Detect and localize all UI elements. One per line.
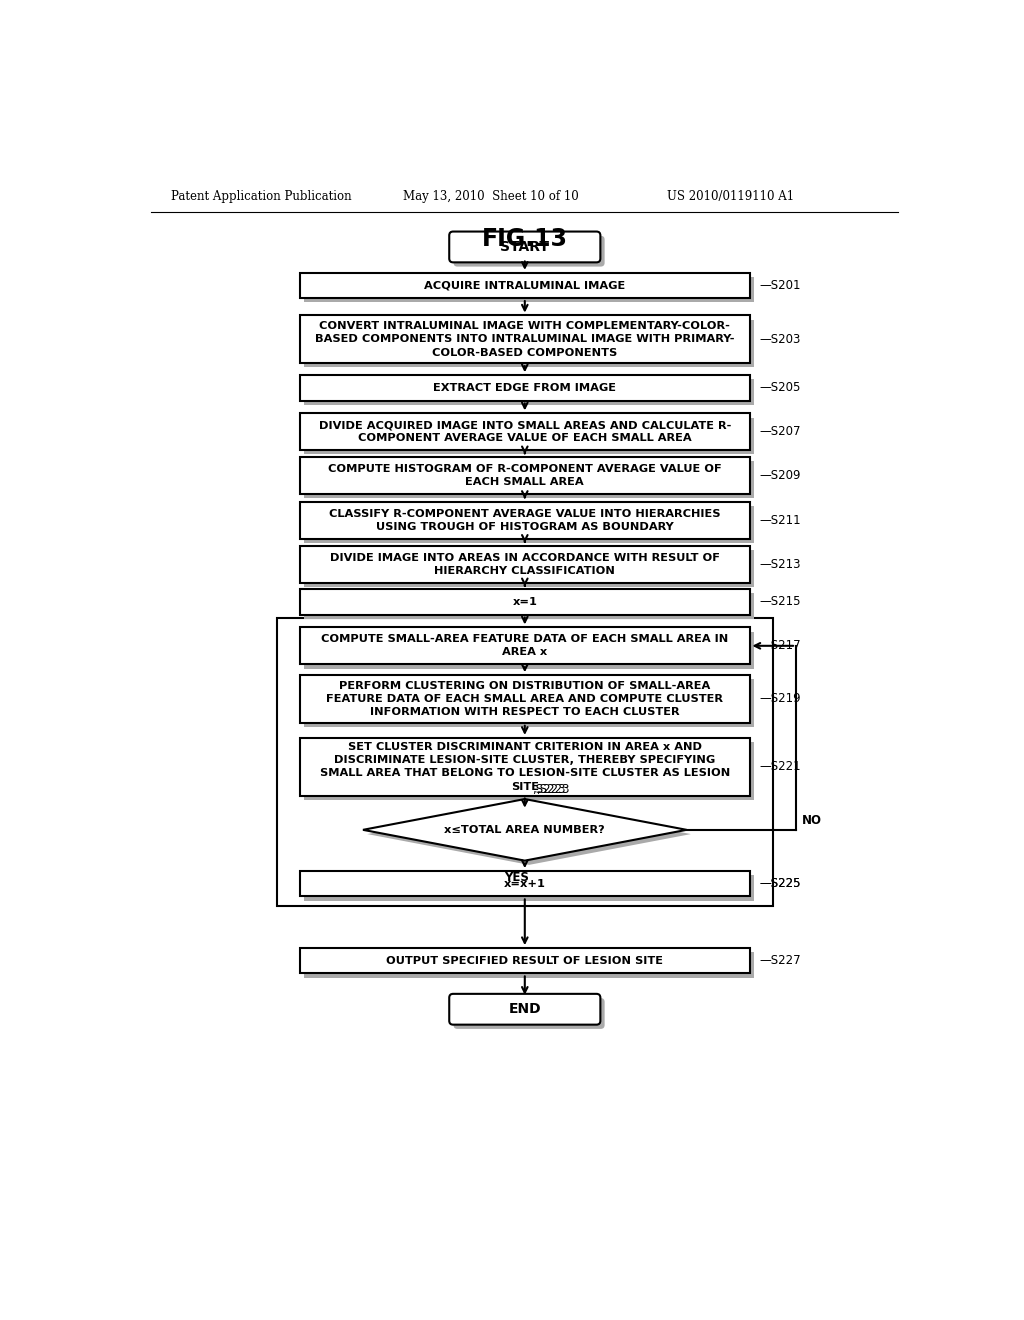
Bar xyxy=(300,589,750,615)
FancyBboxPatch shape xyxy=(454,998,604,1028)
Text: —S209: —S209 xyxy=(760,469,801,482)
FancyBboxPatch shape xyxy=(450,231,600,263)
Bar xyxy=(300,375,750,400)
Text: DIVIDE IMAGE INTO AREAS IN ACCORDANCE WITH RESULT OF
HIERARCHY CLASSIFICATION: DIVIDE IMAGE INTO AREAS IN ACCORDANCE WI… xyxy=(330,553,720,576)
Bar xyxy=(300,273,750,298)
Bar xyxy=(304,875,754,900)
Bar xyxy=(304,594,754,619)
Bar xyxy=(304,550,754,587)
Bar xyxy=(300,675,750,723)
Text: US 2010/0119110 A1: US 2010/0119110 A1 xyxy=(667,190,794,203)
Text: x=1: x=1 xyxy=(512,597,538,607)
Bar xyxy=(300,738,750,796)
Text: CLASSIFY R-COMPONENT AVERAGE VALUE INTO HIERARCHIES
USING TROUGH OF HISTOGRAM AS: CLASSIFY R-COMPONENT AVERAGE VALUE INTO … xyxy=(329,508,721,532)
Text: —S203: —S203 xyxy=(760,333,801,346)
Text: ,S223: ,S223 xyxy=(532,783,566,796)
Text: EXTRACT EDGE FROM IMAGE: EXTRACT EDGE FROM IMAGE xyxy=(433,383,616,393)
Bar xyxy=(300,627,750,664)
Bar xyxy=(304,506,754,543)
Text: May 13, 2010  Sheet 10 of 10: May 13, 2010 Sheet 10 of 10 xyxy=(403,190,579,203)
Text: OUTPUT SPECIFIED RESULT OF LESION SITE: OUTPUT SPECIFIED RESULT OF LESION SITE xyxy=(386,956,664,966)
Text: —S215: —S215 xyxy=(760,595,801,609)
Text: YES: YES xyxy=(505,871,529,884)
Bar xyxy=(300,545,750,582)
Bar xyxy=(300,315,750,363)
Text: COMPUTE SMALL-AREA FEATURE DATA OF EACH SMALL AREA IN
AREA x: COMPUTE SMALL-AREA FEATURE DATA OF EACH … xyxy=(322,634,728,657)
Text: ACQUIRE INTRALUMINAL IMAGE: ACQUIRE INTRALUMINAL IMAGE xyxy=(424,280,626,290)
Text: —S201: —S201 xyxy=(760,279,801,292)
Text: x=x+1: x=x+1 xyxy=(504,879,546,888)
Bar xyxy=(304,417,754,454)
Bar xyxy=(300,948,750,973)
Text: DIVIDE ACQUIRED IMAGE INTO SMALL AREAS AND CALCULATE R-
COMPONENT AVERAGE VALUE : DIVIDE ACQUIRED IMAGE INTO SMALL AREAS A… xyxy=(318,420,731,444)
Polygon shape xyxy=(368,804,691,865)
Text: —S205: —S205 xyxy=(760,381,801,395)
Text: —S227: —S227 xyxy=(760,954,801,968)
FancyBboxPatch shape xyxy=(450,994,600,1024)
Bar xyxy=(304,277,754,302)
Text: —S219: —S219 xyxy=(760,693,801,705)
Text: PERFORM CLUSTERING ON DISTRIBUTION OF SMALL-AREA
FEATURE DATA OF EACH SMALL AREA: PERFORM CLUSTERING ON DISTRIBUTION OF SM… xyxy=(327,681,723,717)
Bar xyxy=(304,742,754,800)
Bar xyxy=(300,871,750,896)
Text: FIG.13: FIG.13 xyxy=(482,227,567,251)
Text: x≤TOTAL AREA NUMBER?: x≤TOTAL AREA NUMBER? xyxy=(444,825,605,834)
Polygon shape xyxy=(362,799,687,861)
Bar xyxy=(304,462,754,499)
Text: ,S223: ,S223 xyxy=(537,783,570,796)
Text: —S217: —S217 xyxy=(760,639,801,652)
Text: —S213: —S213 xyxy=(760,557,801,570)
FancyBboxPatch shape xyxy=(454,236,604,267)
Text: Patent Application Publication: Patent Application Publication xyxy=(171,190,351,203)
Bar xyxy=(304,379,754,405)
Bar xyxy=(300,457,750,494)
Bar xyxy=(304,631,754,668)
Text: —S207: —S207 xyxy=(760,425,801,438)
Bar xyxy=(304,680,754,727)
Text: SET CLUSTER DISCRIMINANT CRITERION IN AREA x AND
DISCRIMINATE LESION-SITE CLUSTE: SET CLUSTER DISCRIMINANT CRITERION IN AR… xyxy=(319,742,730,792)
Text: —S211: —S211 xyxy=(760,513,801,527)
Text: —S221: —S221 xyxy=(760,760,801,774)
Text: —S225: —S225 xyxy=(760,878,801,890)
Text: CONVERT INTRALUMINAL IMAGE WITH COMPLEMENTARY-COLOR-
BASED COMPONENTS INTO INTRA: CONVERT INTRALUMINAL IMAGE WITH COMPLEME… xyxy=(315,321,734,358)
Bar xyxy=(276,618,773,906)
Bar xyxy=(304,952,754,978)
Bar xyxy=(304,319,754,367)
Text: —S225: —S225 xyxy=(760,878,801,890)
Text: START: START xyxy=(501,240,549,253)
Text: COMPUTE HISTOGRAM OF R-COMPONENT AVERAGE VALUE OF
EACH SMALL AREA: COMPUTE HISTOGRAM OF R-COMPONENT AVERAGE… xyxy=(328,465,722,487)
Text: NO: NO xyxy=(802,813,821,826)
Bar xyxy=(300,502,750,539)
Text: END: END xyxy=(509,1002,541,1016)
Bar xyxy=(300,413,750,450)
